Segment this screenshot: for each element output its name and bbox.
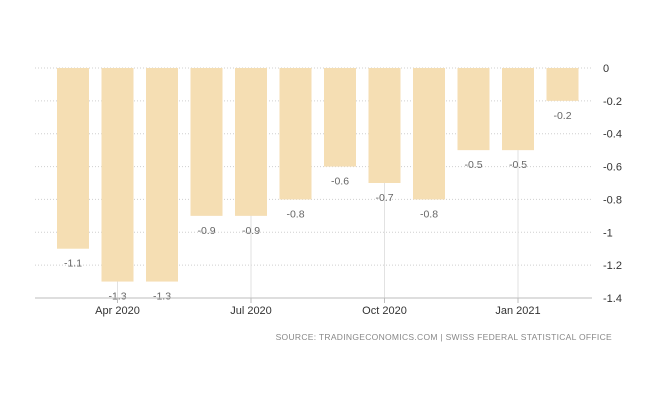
data-label: -0.8	[420, 208, 438, 220]
data-label: -0.7	[375, 192, 393, 204]
data-label: -0.5	[509, 159, 527, 171]
bar	[457, 68, 490, 151]
bar	[324, 68, 356, 167]
data-label: -0.9	[242, 225, 260, 237]
bar	[146, 68, 178, 282]
y-tick-label: -1.2	[603, 260, 622, 272]
y-tick-label: 0	[603, 63, 609, 75]
bar	[57, 68, 89, 249]
x-axis: Apr 2020 Jul 2020 Oct 2020 Jan 2021	[35, 297, 592, 317]
y-tick-label: -0.2	[603, 96, 622, 108]
bars	[57, 68, 579, 282]
data-label: -0.9	[197, 225, 215, 237]
data-label: -1.3	[108, 291, 126, 303]
x-tick-label: Jul 2020	[230, 305, 272, 317]
y-tick-label: -0.8	[603, 194, 622, 206]
data-label: -1.3	[153, 291, 171, 303]
y-tick-label: -1.4	[603, 293, 622, 305]
data-labels: -1.1 -1.3 -1.3 -0.9 -0.9 -0.8 -0.6 -0.7 -0.8 -0.5…	[64, 110, 572, 303]
x-tick-label: Apr 2020	[95, 305, 140, 317]
y-axis: 0 -0.2 -0.4 -0.6 -0.8 -1 -1.2 -1.4	[603, 63, 622, 305]
bar	[502, 68, 534, 151]
bar	[546, 68, 579, 101]
y-tick-label: -0.4	[603, 129, 622, 141]
x-tick-label: Jan 2021	[495, 305, 540, 317]
y-tick-label: -0.6	[603, 162, 622, 174]
data-label: -0.8	[286, 208, 304, 220]
bar	[413, 68, 445, 200]
y-tick-label: -1	[603, 227, 613, 239]
bar	[368, 68, 401, 183]
data-label: -1.1	[64, 258, 82, 270]
bar	[101, 68, 134, 282]
data-label: -0.5	[464, 159, 482, 171]
data-label: -0.2	[553, 110, 571, 122]
source-note: SOURCE: TRADINGECONOMICS.COM | SWISS FED…	[276, 332, 612, 342]
bar	[235, 68, 267, 216]
bar	[279, 68, 312, 200]
data-label: -0.6	[331, 176, 349, 188]
x-tick-label: Oct 2020	[362, 305, 407, 317]
bar	[190, 68, 223, 216]
